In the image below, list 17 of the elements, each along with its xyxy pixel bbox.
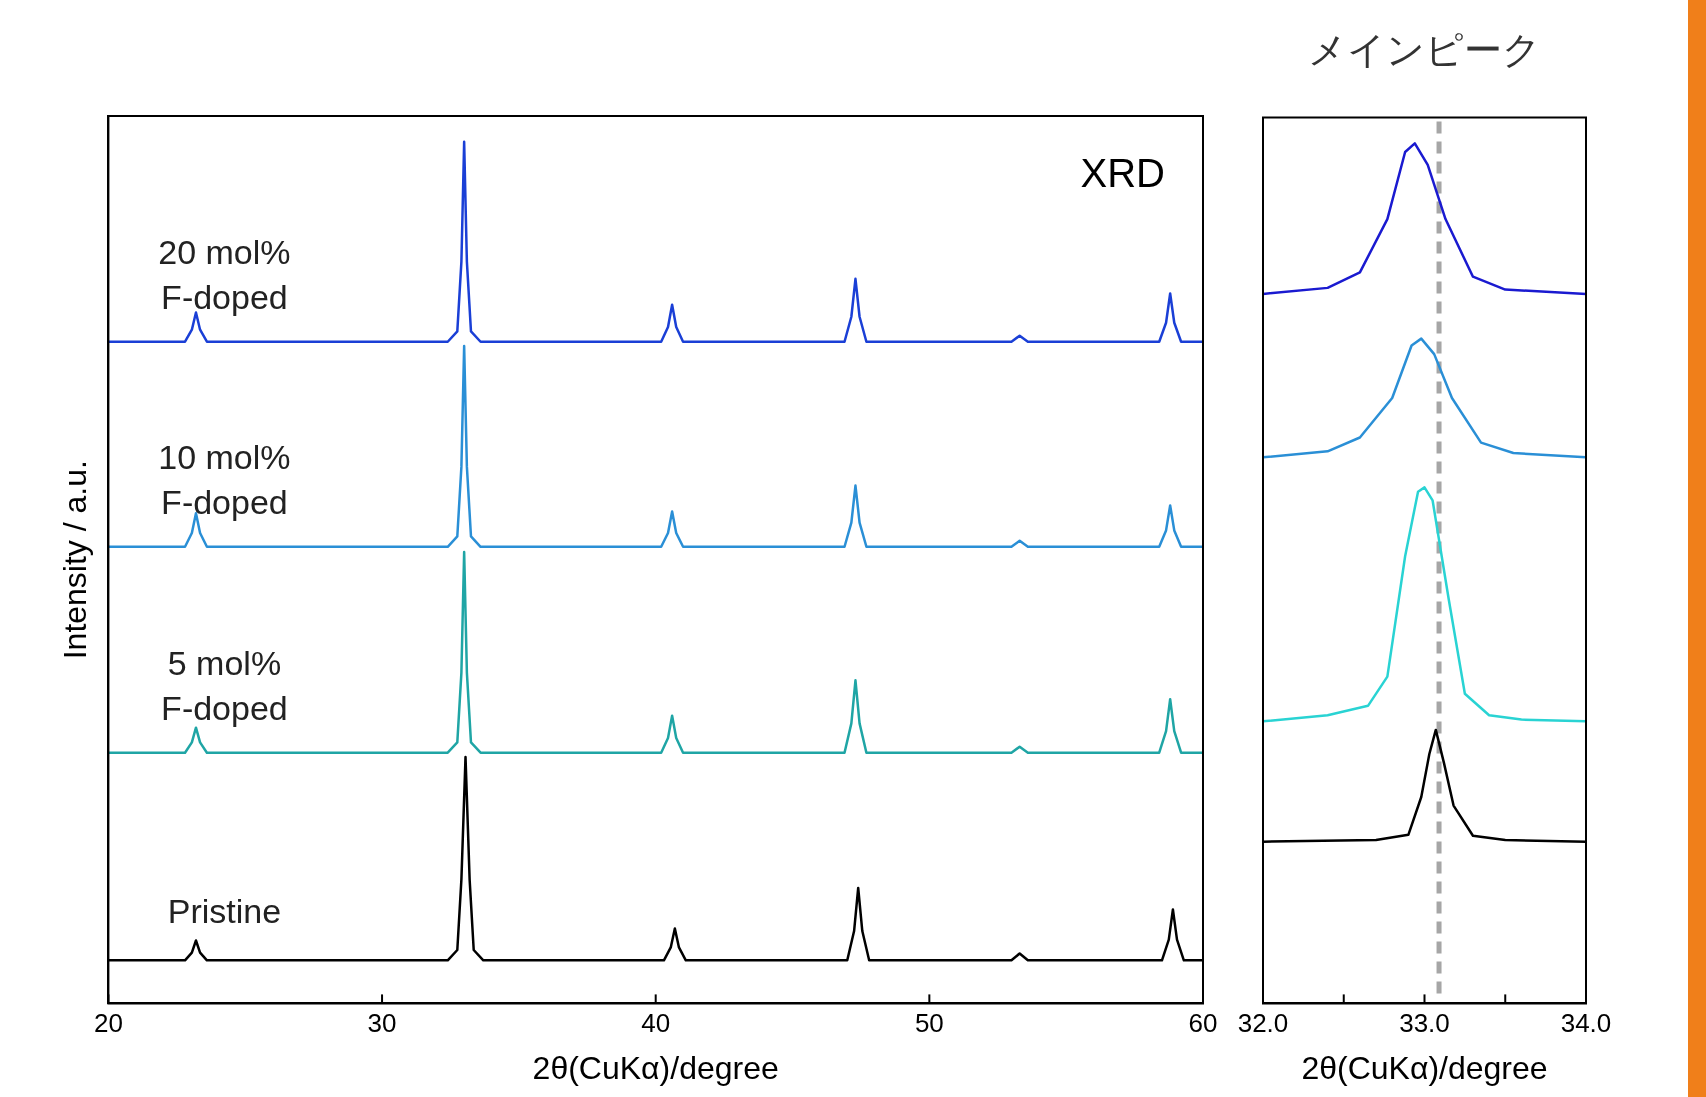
x-tick-label: 33.0 [1399,1008,1450,1039]
series-label: 20 mol% F-doped [158,233,291,317]
x-axis-title: 2θ(CuKα)/degree [532,1049,779,1086]
x-axis-title: 2θ(CuKα)/degree [1301,1049,1548,1086]
x-tick-label: 50 [914,1008,944,1039]
x-tick-label: 40 [641,1008,671,1039]
y-axis-title: Intensity / a.u. [57,460,94,660]
x-tick-label: 32.0 [1237,1008,1289,1039]
annotation: XRD [1080,151,1165,196]
x-tick-label: 20 [93,1008,123,1039]
series-label: 10 mol% F-doped [158,438,291,522]
x-tick-label: 60 [1188,1008,1218,1039]
series-label: 5 mol% F-doped [161,644,288,728]
x-tick-label: 34.0 [1560,1008,1612,1039]
x-tick-label: 30 [367,1008,397,1039]
chart-title: メインピーク [1308,27,1541,72]
series-label: Pristine [167,891,282,930]
